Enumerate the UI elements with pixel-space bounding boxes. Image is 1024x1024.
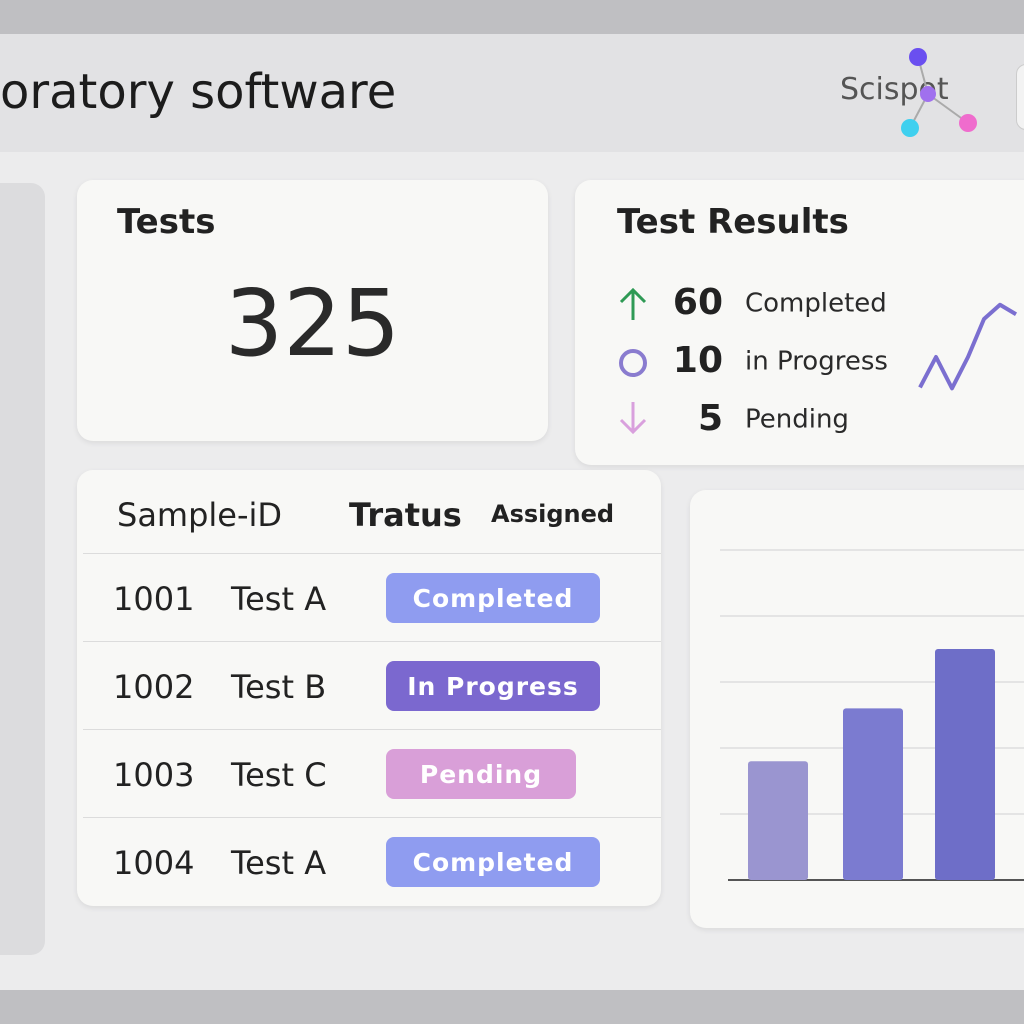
sample-id: 1002 [113,668,195,706]
table-row: 1001 Test A Completed [83,553,661,642]
test-name: Test A [231,844,327,882]
bar [748,761,808,880]
status-badge: Completed [386,573,600,623]
up-arrow-icon [619,287,647,320]
bar-chart [720,549,1024,881]
bar [843,708,903,880]
status-badge: Completed [386,837,600,887]
sparkline [918,302,1018,391]
page-title: oratory software [0,64,397,120]
column-header: Sample-iD [117,496,283,534]
results-card: Test Results 60 Completed 10 in Progress 5 Pe… [575,180,1024,465]
result-label: Pending [745,405,849,435]
card-title: Test Results [617,202,849,242]
column-header: Assigned [491,500,615,528]
test-name: Test A [231,580,327,618]
test-name: Test C [231,756,327,794]
status-badge: In Progress [386,661,600,711]
circle-icon [619,349,647,377]
results-graphics: 60 Completed 10 in Progress 5 Pending [619,282,1018,439]
result-count: 5 [698,398,723,439]
bar [935,649,995,880]
down-arrow-icon [619,402,647,435]
result-label: Completed [745,289,887,319]
bottom-strip [0,990,1024,1024]
result-count: 60 [673,282,723,323]
top-strip [0,0,1024,34]
samples-table: Sample-iD Tratus Assigned 1001 Test A Complet… [77,470,661,906]
tests-count: 325 [224,270,401,377]
result-label: in Progress [745,347,888,377]
tests-card: Tests 325 [77,180,548,441]
sidebar [0,183,45,955]
column-header: Tratus [349,496,462,534]
logo-icon [901,48,977,137]
status-badge: Pending [386,749,576,799]
header: oratory software Scispot [0,34,1024,152]
sample-id: 1001 [113,580,195,618]
sample-id: 1003 [113,756,195,794]
sample-id: 1004 [113,844,195,882]
test-name: Test B [231,668,327,706]
result-count: 10 [673,340,723,381]
header-button[interactable] [1016,64,1024,130]
table-row: 1003 Test C Pending [83,729,661,818]
bar-chart-card [690,490,1024,928]
table-row: 1002 Test B In Progress [83,641,661,730]
table-row: 1004 Test A Completed [83,817,661,906]
card-title: Tests [117,202,216,242]
